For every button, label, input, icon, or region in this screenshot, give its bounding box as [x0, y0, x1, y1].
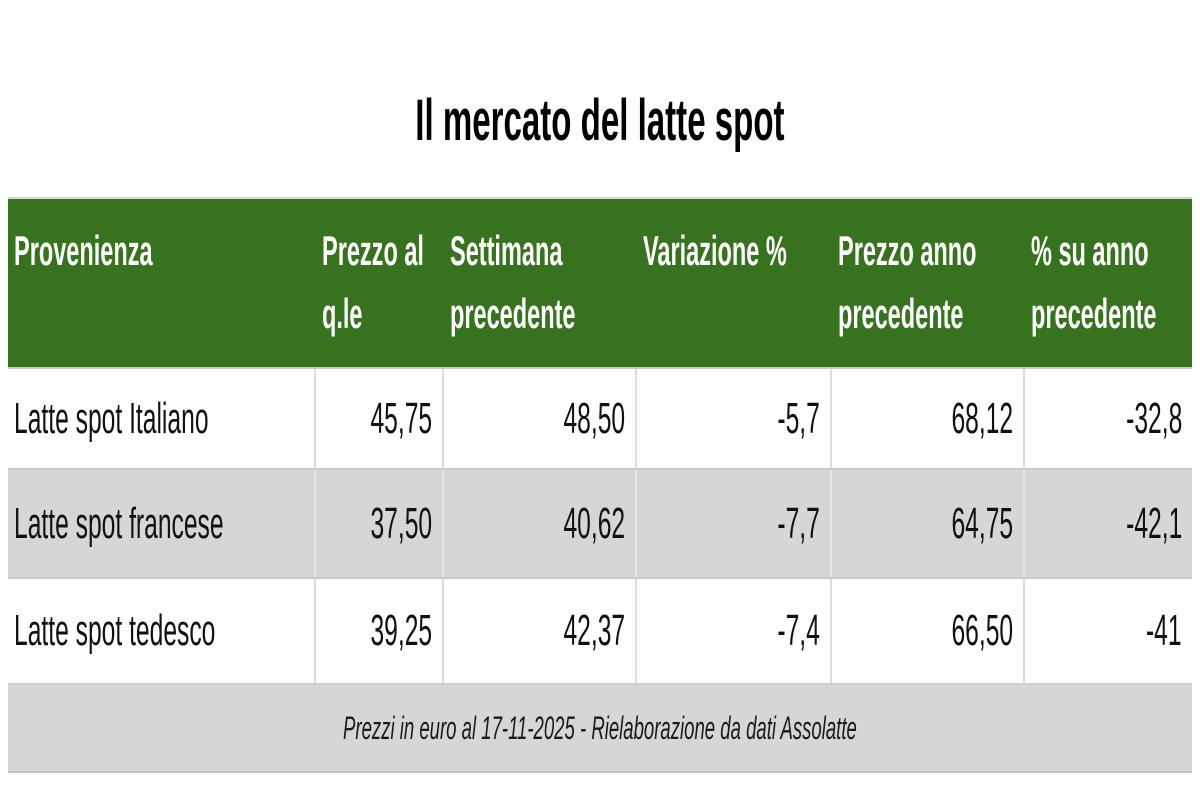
- table-row-latte-spot-francese: Latte spot francese 37,50 40,62 -7,7 64,…: [8, 468, 1192, 577]
- row-label: Latte spot tedesco: [14, 606, 216, 655]
- column-header-variazione-pct: Variazione %: [635, 199, 830, 367]
- row-label: Latte spot Italiano: [14, 393, 209, 443]
- cell-value: -42,1: [1125, 498, 1182, 548]
- cell-value: 66,50: [951, 606, 1013, 655]
- cell-value: -5,7: [777, 393, 820, 443]
- cell-prezzo-al-qle: 39,25: [314, 579, 442, 683]
- column-header-label: Prezzo al q.le: [322, 227, 424, 337]
- cell-provenienza: Latte spot francese: [8, 470, 314, 577]
- cell-variazione-pct: -5,7: [635, 369, 830, 468]
- table-row-latte-spot-tedesco: Latte spot tedesco 39,25 42,37 -7,4 66,5…: [8, 577, 1192, 683]
- cell-prezzo-anno-precedente: 64,75: [830, 470, 1023, 577]
- cell-value: -41: [1146, 606, 1182, 655]
- cell-prezzo-al-qle: 37,50: [314, 470, 442, 577]
- column-header-settimana-precedente: Settimana precedente: [442, 199, 635, 367]
- table-footer-note: Prezzi in euro al 17-11-2025 - Rielabora…: [8, 683, 1192, 773]
- column-header-label: % su anno precedente: [1031, 227, 1157, 337]
- page-title-text: Il mercato del latte spot: [415, 87, 785, 153]
- cell-prezzo-anno-precedente: 66,50: [830, 579, 1023, 683]
- cell-value: 39,25: [370, 606, 432, 655]
- cell-variazione-pct: -7,4: [635, 579, 830, 683]
- cell-provenienza: Latte spot Italiano: [8, 369, 314, 468]
- cell-value: -7,4: [777, 606, 820, 655]
- column-header-prezzo-anno-precedente: Prezzo anno precedente: [830, 199, 1023, 367]
- column-header-prezzo-al-qle: Prezzo al q.le: [314, 199, 442, 367]
- footer-note-text: Prezzi in euro al 17-11-2025 - Rielabora…: [343, 709, 857, 746]
- cell-provenienza: Latte spot tedesco: [8, 579, 314, 683]
- cell-pct-su-anno-precedente: -42,1: [1023, 470, 1192, 577]
- row-label: Latte spot francese: [14, 498, 224, 548]
- cell-pct-su-anno-precedente: -32,8: [1023, 369, 1192, 468]
- page-title: Il mercato del latte spot: [0, 84, 1200, 156]
- cell-value: -7,7: [777, 498, 820, 548]
- cell-value: 64,75: [951, 498, 1013, 548]
- cell-value: 68,12: [951, 393, 1013, 443]
- cell-value: 42,37: [563, 606, 625, 655]
- column-header-label: Variazione %: [643, 227, 787, 274]
- column-header-label: Prezzo anno precedente: [838, 227, 977, 337]
- column-header-provenienza: Provenienza: [8, 199, 314, 367]
- cell-value: -32,8: [1125, 393, 1182, 443]
- column-header-label: Settimana precedente: [450, 227, 576, 337]
- cell-value: 48,50: [563, 393, 625, 443]
- cell-variazione-pct: -7,7: [635, 470, 830, 577]
- milk-spot-price-table: Provenienza Prezzo al q.le Settimana pre…: [8, 197, 1192, 773]
- column-header-pct-su-anno-precedente: % su anno precedente: [1023, 199, 1192, 367]
- cell-value: 40,62: [563, 498, 625, 548]
- cell-prezzo-anno-precedente: 68,12: [830, 369, 1023, 468]
- cell-prezzo-al-qle: 45,75: [314, 369, 442, 468]
- cell-value: 37,50: [370, 498, 432, 548]
- cell-settimana-precedente: 48,50: [442, 369, 635, 468]
- table-header-row: Provenienza Prezzo al q.le Settimana pre…: [8, 197, 1192, 367]
- column-header-label: Provenienza: [14, 227, 153, 274]
- cell-value: 45,75: [370, 393, 432, 443]
- cell-pct-su-anno-precedente: -41: [1023, 579, 1192, 683]
- cell-settimana-precedente: 42,37: [442, 579, 635, 683]
- cell-settimana-precedente: 40,62: [442, 470, 635, 577]
- table-row-latte-spot-italiano: Latte spot Italiano 45,75 48,50 -5,7 68,…: [8, 367, 1192, 468]
